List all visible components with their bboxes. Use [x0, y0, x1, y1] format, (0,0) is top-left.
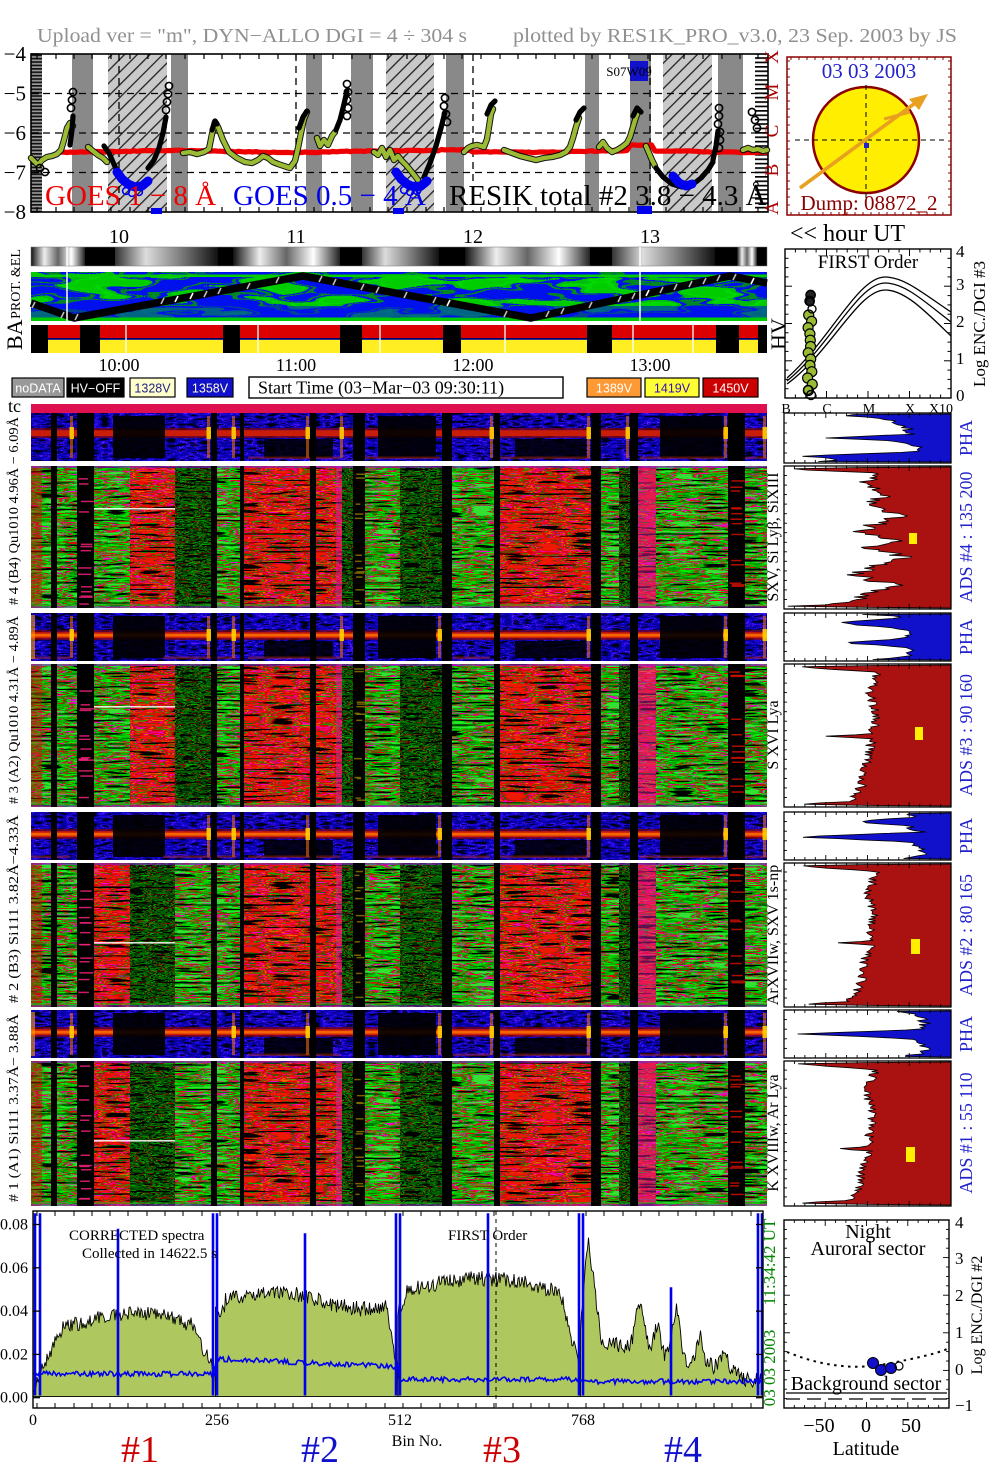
- svg-text:−6: −6: [4, 121, 26, 145]
- svg-text:# 3 (A2) Qu1010 4.31Å − 4.89Å: # 3 (A2) Qu1010 4.31Å − 4.89Å: [6, 615, 22, 804]
- svg-text:#1: #1: [121, 1429, 159, 1471]
- svg-text:1: 1: [956, 349, 965, 368]
- svg-text:4: 4: [955, 1213, 964, 1232]
- svg-text:Dump: 08872_2: Dump: 08872_2: [800, 191, 937, 215]
- svg-text:PHA: PHA: [956, 1016, 976, 1052]
- svg-text:0.02: 0.02: [0, 1346, 28, 1363]
- svg-text:#2: #2: [301, 1429, 339, 1471]
- svg-text:11:00: 11:00: [276, 355, 316, 375]
- svg-text:PHA: PHA: [956, 420, 976, 456]
- svg-text:#4: #4: [664, 1429, 702, 1471]
- svg-text:11: 11: [286, 226, 305, 248]
- svg-text:13: 13: [640, 226, 660, 248]
- svg-text:13:00: 13:00: [629, 355, 670, 375]
- svg-text:−5: −5: [4, 82, 26, 106]
- svg-text:10:00: 10:00: [98, 355, 139, 375]
- svg-text:X: X: [905, 402, 915, 417]
- svg-text:BA: BA: [2, 319, 27, 350]
- svg-text:12:00: 12:00: [452, 355, 493, 375]
- svg-text:Latitude: Latitude: [833, 1438, 900, 1460]
- svg-text:PROT. &EL: PROT. &EL: [9, 249, 24, 319]
- svg-text:GOES 1 − 8 Å: GOES 1 − 8 Å: [45, 180, 216, 212]
- svg-text:# 4 (B4) Qu1010 4.96Å − 6.09Å: # 4 (B4) Qu1010 4.96Å − 6.09Å: [6, 416, 22, 605]
- svg-text:3: 3: [955, 1249, 964, 1268]
- svg-text:K XVIIIw, Ar Lya: K XVIIIw, Ar Lya: [765, 1074, 782, 1191]
- svg-text:C: C: [822, 402, 831, 417]
- svg-text:−4: −4: [4, 42, 27, 66]
- svg-text:B: B: [762, 164, 783, 177]
- svg-text:−7: −7: [4, 161, 26, 185]
- svg-text:Log ENC./DGI #3: Log ENC./DGI #3: [970, 261, 989, 387]
- svg-text:Background sector: Background sector: [791, 1373, 942, 1395]
- svg-text:1419V: 1419V: [654, 382, 691, 396]
- svg-text:FIRST Order: FIRST Order: [448, 1228, 527, 1244]
- svg-text:256: 256: [205, 1412, 229, 1429]
- svg-text:ADS #2 : 80 165: ADS #2 : 80 165: [956, 874, 976, 996]
- svg-text:11:34:42 UT: 11:34:42 UT: [760, 1218, 779, 1305]
- svg-text:1328V: 1328V: [134, 382, 171, 396]
- svg-text:0: 0: [861, 1415, 871, 1437]
- svg-text:ADS #3 : 90 160: ADS #3 : 90 160: [956, 674, 976, 796]
- svg-text:4: 4: [956, 242, 965, 261]
- svg-text:10: 10: [109, 226, 129, 248]
- svg-text:3: 3: [956, 275, 965, 294]
- svg-text:S07W09: S07W09: [606, 64, 652, 79]
- svg-text:# 1 (A1) Si111 3.37Å− 3.88Å: # 1 (A1) Si111 3.37Å− 3.88Å: [6, 1013, 22, 1202]
- svg-text:0.04: 0.04: [0, 1303, 28, 1320]
- svg-text:FIRST Order: FIRST Order: [818, 252, 919, 273]
- svg-text:Collected in 14622.5 s: Collected in 14622.5 s: [82, 1246, 217, 1262]
- svg-text:PHA: PHA: [956, 619, 976, 655]
- svg-text:# 2 (B3) Si111 3.82Å−4.33Å: # 2 (B3) Si111 3.82Å−4.33Å: [6, 814, 22, 1003]
- svg-text:X: X: [762, 50, 783, 64]
- svg-text:Bin No.: Bin No.: [392, 1433, 443, 1450]
- svg-text:SXV, Si Lyβ, SiXIII: SXV, Si Lyβ, SiXIII: [765, 472, 782, 601]
- svg-text:0.06: 0.06: [0, 1260, 28, 1277]
- svg-text:GOES 0.5 − 4 Å: GOES 0.5 − 4 Å: [233, 180, 426, 212]
- svg-text:Night: Night: [845, 1221, 891, 1243]
- svg-text:Upload ver = "m", DYN−ALLO DGI: Upload ver = "m", DYN−ALLO DGI = 4 ÷ 304…: [37, 25, 467, 47]
- svg-text:2: 2: [955, 1286, 964, 1305]
- svg-text:HV−OFF: HV−OFF: [71, 382, 121, 396]
- svg-text:B: B: [781, 402, 790, 417]
- svg-text:M: M: [762, 83, 783, 100]
- svg-text:<< hour UT: << hour UT: [790, 221, 905, 247]
- svg-text:0.08: 0.08: [0, 1217, 28, 1234]
- svg-text:RESIK total #2 3.8 − 4.3 Å: RESIK total #2 3.8 − 4.3 Å: [449, 180, 767, 212]
- svg-text:S XVI Lya: S XVI Lya: [765, 700, 782, 769]
- svg-text:CORRECTED spectra: CORRECTED spectra: [69, 1228, 205, 1244]
- svg-text:ADS #1 : 55 110: ADS #1 : 55 110: [956, 1072, 976, 1193]
- svg-text:−1: −1: [955, 1396, 973, 1415]
- svg-text:512: 512: [388, 1412, 412, 1429]
- svg-text:#3: #3: [483, 1429, 521, 1471]
- svg-text:0.00: 0.00: [0, 1390, 28, 1407]
- svg-text:1: 1: [955, 1323, 964, 1342]
- svg-text:768: 768: [571, 1412, 595, 1429]
- svg-text:03 03 2003: 03 03 2003: [760, 1330, 779, 1407]
- svg-text:ADS #4 : 135 200: ADS #4 : 135 200: [956, 471, 976, 602]
- svg-text:2: 2: [956, 312, 965, 331]
- svg-text:PHA: PHA: [956, 818, 976, 854]
- svg-text:A: A: [762, 201, 783, 215]
- svg-text:50: 50: [901, 1415, 921, 1437]
- svg-text:1389V: 1389V: [596, 382, 633, 396]
- svg-text:0: 0: [29, 1412, 37, 1429]
- svg-text:1358V: 1358V: [192, 382, 229, 396]
- svg-text:plotted by RES1K_PRO_v3.0, 23: plotted by RES1K_PRO_v3.0, 23 Sep. 2003 …: [513, 25, 957, 47]
- svg-text:Auroral sector: Auroral sector: [811, 1238, 926, 1260]
- svg-text:03 03 2003: 03 03 2003: [822, 59, 917, 83]
- svg-text:1450V: 1450V: [712, 382, 749, 396]
- svg-text:ArXVIIw, SXV 1s-np: ArXVIIw, SXV 1s-np: [765, 865, 782, 1005]
- svg-text:tc: tc: [8, 396, 21, 416]
- svg-text:0: 0: [956, 386, 965, 405]
- svg-text:noDATA: noDATA: [15, 382, 61, 396]
- svg-text:0: 0: [955, 1360, 964, 1379]
- svg-text:C: C: [762, 125, 783, 138]
- svg-text:12: 12: [463, 226, 483, 248]
- svg-text:−8: −8: [4, 200, 26, 224]
- svg-text:Log ENC./DGI #2: Log ENC./DGI #2: [969, 1256, 986, 1375]
- svg-text:−50: −50: [803, 1415, 834, 1437]
- svg-text:Start Time (03−Mar−03 09:30:11: Start Time (03−Mar−03 09:30:11): [258, 378, 504, 399]
